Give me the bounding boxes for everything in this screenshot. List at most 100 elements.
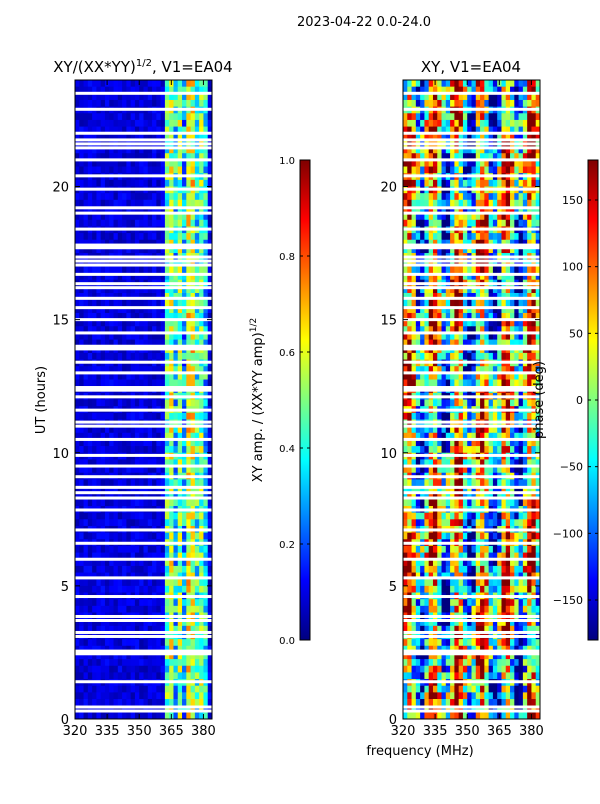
heatmap-cell	[75, 233, 80, 240]
heatmap-cell	[118, 446, 123, 453]
heatmap-cell	[433, 353, 438, 360]
heatmap-cell	[178, 639, 183, 646]
heatmap-cell	[178, 100, 183, 107]
heatmap-cell	[152, 666, 157, 673]
heatmap-cell	[152, 266, 157, 273]
heatmap-cell	[454, 266, 459, 273]
heatmap-cell	[118, 606, 123, 613]
heatmap-cell	[122, 400, 127, 407]
heatmap-cell	[79, 100, 84, 107]
heatmap-cell	[152, 699, 157, 706]
heatmap-cell	[182, 220, 187, 227]
heatmap-cell	[79, 513, 84, 520]
heatmap-cell	[101, 533, 106, 540]
heatmap-cell	[519, 167, 524, 174]
heatmap-cell	[484, 100, 489, 107]
heatmap-cell	[84, 546, 89, 553]
heatmap-cell	[446, 300, 451, 307]
heatmap-cell	[152, 100, 157, 107]
heatmap-cell	[126, 167, 131, 174]
heatmap-cell	[114, 220, 119, 227]
heatmap-cell	[109, 200, 114, 207]
heatmap-cell	[489, 220, 494, 227]
heatmap-cell	[165, 519, 170, 526]
heatmap-cell	[523, 413, 528, 420]
heatmap-cell	[480, 266, 485, 273]
heatmap-cell	[459, 113, 464, 120]
heatmap-cell	[489, 167, 494, 174]
y-tick-label: 10	[52, 447, 69, 462]
heatmap-cell	[79, 413, 84, 420]
heatmap-cell	[199, 380, 204, 387]
heatmap-cell	[84, 400, 89, 407]
heatmap-cell	[109, 666, 114, 673]
heatmap-cell	[79, 300, 84, 307]
heatmap-cell	[173, 120, 178, 127]
heatmap-cell	[173, 699, 178, 706]
heatmap-cell	[186, 686, 191, 693]
heatmap-cell	[114, 639, 119, 646]
heatmap-cell	[169, 266, 174, 273]
heatmap-cell	[199, 586, 204, 593]
heatmap-cell	[126, 659, 131, 666]
heatmap-cell	[84, 300, 89, 307]
heatmap-cell	[88, 566, 93, 573]
heatmap-cell	[424, 200, 429, 207]
heatmap-cell	[88, 519, 93, 526]
heatmap-cell	[510, 100, 515, 107]
heatmap-cell	[472, 167, 477, 174]
heatmap-cell	[161, 180, 166, 187]
heatmap-cell	[199, 200, 204, 207]
heatmap-cell	[467, 180, 472, 187]
heatmap-cell	[139, 220, 144, 227]
heatmap-cell	[144, 546, 149, 553]
heatmap-cell	[126, 639, 131, 646]
heatmap-cell	[420, 180, 425, 187]
heatmap-cell	[416, 400, 421, 407]
heatmap-cell	[420, 220, 425, 227]
heatmap-cell	[424, 233, 429, 240]
heatmap-cell	[109, 266, 114, 273]
heatmap-cell	[156, 566, 161, 573]
heatmap-cell	[114, 180, 119, 187]
heatmap-cell	[148, 533, 153, 540]
heatmap-cell	[442, 193, 447, 200]
heatmap-cell	[79, 519, 84, 526]
data-gap-row	[75, 345, 212, 348]
heatmap-cell	[156, 692, 161, 699]
heatmap-cell	[148, 120, 153, 127]
heatmap-cell	[412, 233, 417, 240]
heatmap-cell	[510, 233, 515, 240]
heatmap-cell	[454, 120, 459, 127]
heatmap-cell	[118, 712, 123, 719]
heatmap-cell	[161, 193, 166, 200]
heatmap-cell	[173, 233, 178, 240]
data-gap-row	[75, 710, 212, 713]
heatmap-cell	[109, 380, 114, 387]
heatmap-cell	[75, 599, 80, 606]
heatmap-cell	[186, 193, 191, 200]
heatmap-cell	[75, 606, 80, 613]
heatmap-cell	[88, 699, 93, 706]
heatmap-cell	[186, 659, 191, 666]
heatmap-cell	[122, 380, 127, 387]
heatmap-cell	[433, 167, 438, 174]
heatmap-cell	[165, 353, 170, 360]
heatmap-cell	[135, 300, 140, 307]
heatmap-cell	[118, 300, 123, 307]
heatmap-cell	[446, 220, 451, 227]
heatmap-cell	[122, 100, 127, 107]
heatmap-cell	[195, 639, 200, 646]
heatmap-cell	[105, 400, 110, 407]
heatmap-cell	[118, 533, 123, 540]
heatmap-cell	[407, 300, 412, 307]
heatmap-cell	[144, 300, 149, 307]
heatmap-cell	[105, 220, 110, 227]
heatmap-cell	[105, 692, 110, 699]
heatmap-cell	[403, 180, 408, 187]
heatmap-cell	[186, 546, 191, 553]
heatmap-cell	[199, 672, 204, 679]
heatmap-cell	[114, 586, 119, 593]
data-gap-row	[75, 542, 212, 545]
heatmap-cell	[467, 80, 472, 87]
